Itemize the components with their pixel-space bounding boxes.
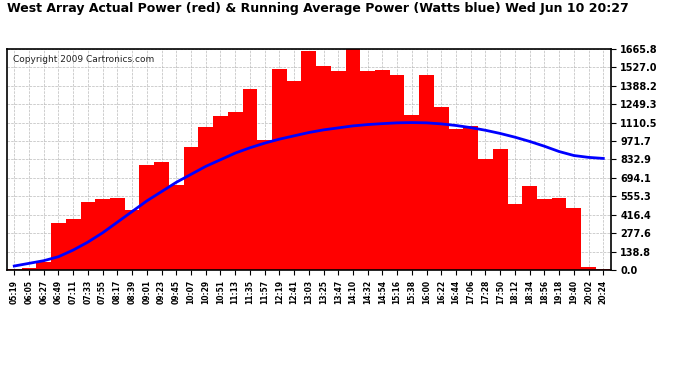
Bar [37,262,51,270]
Text: Copyright 2009 Cartronics.com: Copyright 2009 Cartronics.com [13,56,154,64]
Bar [390,75,404,270]
Text: West Array Actual Power (red) & Running Average Power (Watts blue) Wed Jun 10 20: West Array Actual Power (red) & Running … [7,2,629,15]
Bar [375,70,390,270]
Bar [257,140,272,270]
Bar [66,219,81,270]
Bar [95,200,110,270]
Bar [169,186,184,270]
Bar [346,49,360,270]
Bar [110,198,125,270]
Bar [213,116,228,270]
Bar [566,208,581,270]
Bar [360,71,375,270]
Bar [464,126,478,270]
Bar [478,159,493,270]
Bar [51,223,66,270]
Bar [302,51,316,270]
Bar [21,268,37,270]
Bar [154,162,169,270]
Bar [242,89,257,270]
Bar [596,269,611,270]
Bar [420,75,434,270]
Bar [552,198,566,270]
Bar [331,71,346,270]
Bar [272,69,286,270]
Bar [228,111,242,270]
Bar [7,269,21,270]
Bar [537,199,552,270]
Bar [434,107,448,270]
Bar [493,150,508,270]
Bar [581,267,596,270]
Bar [522,186,537,270]
Bar [125,210,139,270]
Bar [448,129,464,270]
Bar [404,115,420,270]
Bar [508,204,522,270]
Bar [139,165,154,270]
Bar [316,66,331,270]
Bar [184,147,198,270]
Bar [198,127,213,270]
Bar [81,202,95,270]
Bar [286,81,302,270]
